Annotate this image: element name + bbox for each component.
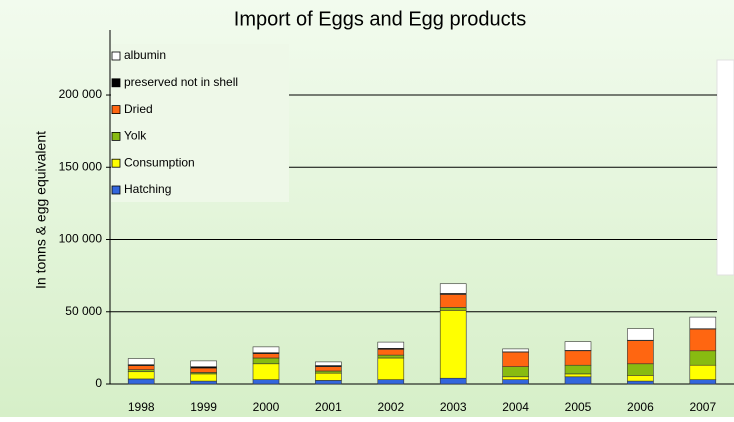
legend-label: Hatching — [124, 182, 171, 196]
bar-segment — [690, 351, 716, 365]
bar-segment — [378, 342, 404, 348]
x-tick-label: 2002 — [377, 400, 404, 414]
bar-segment — [565, 365, 591, 374]
bar-segment — [315, 380, 341, 384]
bar-segment — [128, 372, 154, 379]
side-panel — [717, 60, 734, 275]
y-axis-label: In tonns & egg equivalent — [33, 131, 49, 289]
x-tick-label: 2004 — [502, 400, 529, 414]
legend-label: preserved not in shell — [124, 75, 238, 89]
bar-segment — [503, 380, 529, 384]
x-tick-label: 1999 — [190, 400, 217, 414]
legend-label: albumin — [124, 48, 166, 62]
bar-segment — [253, 354, 279, 358]
x-tick-label: 1998 — [128, 400, 155, 414]
legend-label: Dried — [124, 102, 153, 116]
y-tick-label: 150 000 — [59, 159, 103, 173]
legend-swatch — [112, 106, 120, 114]
bar-segment — [503, 352, 529, 366]
bar-segment — [565, 377, 591, 384]
legend-swatch — [112, 79, 120, 87]
bar-segment — [128, 359, 154, 365]
bar-segment — [565, 374, 591, 377]
bar-segment — [503, 367, 529, 377]
x-tick-label: 2000 — [253, 400, 280, 414]
y-tick-label: 0 — [95, 376, 102, 390]
bar-segment — [378, 349, 404, 355]
bar-segment — [191, 361, 217, 367]
y-tick-label: 50 000 — [65, 304, 102, 318]
bar-segment — [315, 362, 341, 366]
bar-segment — [690, 380, 716, 384]
bar-segment — [128, 366, 154, 370]
bar-segment — [191, 368, 217, 372]
legend-swatch — [112, 159, 120, 167]
legend-label: Yolk — [124, 129, 147, 143]
x-tick-label: 2005 — [565, 400, 592, 414]
bar-segment — [627, 329, 653, 341]
bar-segment — [378, 355, 404, 358]
y-tick-label: 100 000 — [59, 232, 103, 246]
bar-segment — [253, 380, 279, 384]
bar-segment — [503, 377, 529, 380]
bar-segment — [565, 342, 591, 351]
bar-segment — [128, 379, 154, 384]
x-tick-label: 2001 — [315, 400, 342, 414]
chart-title: Import of Eggs and Egg products — [234, 8, 526, 30]
legend-swatch — [112, 132, 120, 140]
bar-segment — [253, 364, 279, 380]
bar-segment — [440, 284, 466, 294]
bar-segment — [690, 365, 716, 379]
legend-swatch — [112, 186, 120, 194]
x-tick-label: 2007 — [689, 400, 716, 414]
bar-segment — [315, 373, 341, 380]
bar-segment — [378, 358, 404, 380]
bar-segment — [503, 349, 529, 352]
bar-segment — [378, 380, 404, 384]
bar-segment — [627, 341, 653, 364]
bar-segment — [627, 364, 653, 376]
bar-segment — [253, 358, 279, 364]
bar-segment — [440, 310, 466, 378]
y-tick-label: 200 000 — [59, 87, 103, 101]
legend-swatch — [112, 52, 120, 60]
bar-segment — [440, 307, 466, 310]
legend-background — [111, 44, 289, 202]
bar-segment — [191, 381, 217, 384]
bar-segment — [315, 367, 341, 371]
bar-segment — [128, 370, 154, 372]
bar-segment — [690, 317, 716, 329]
bar-segment — [191, 374, 217, 381]
bar-segment — [440, 294, 466, 307]
bar-segment — [565, 351, 591, 365]
bar-segment — [253, 347, 279, 353]
bar-segment — [690, 329, 716, 351]
bar-segment — [627, 381, 653, 384]
bar-segment — [440, 378, 466, 384]
x-tick-label: 2006 — [627, 400, 654, 414]
bar-segment — [315, 371, 341, 373]
legend-label: Consumption — [124, 155, 195, 169]
bar-segment — [627, 375, 653, 381]
x-tick-label: 2003 — [440, 400, 467, 414]
